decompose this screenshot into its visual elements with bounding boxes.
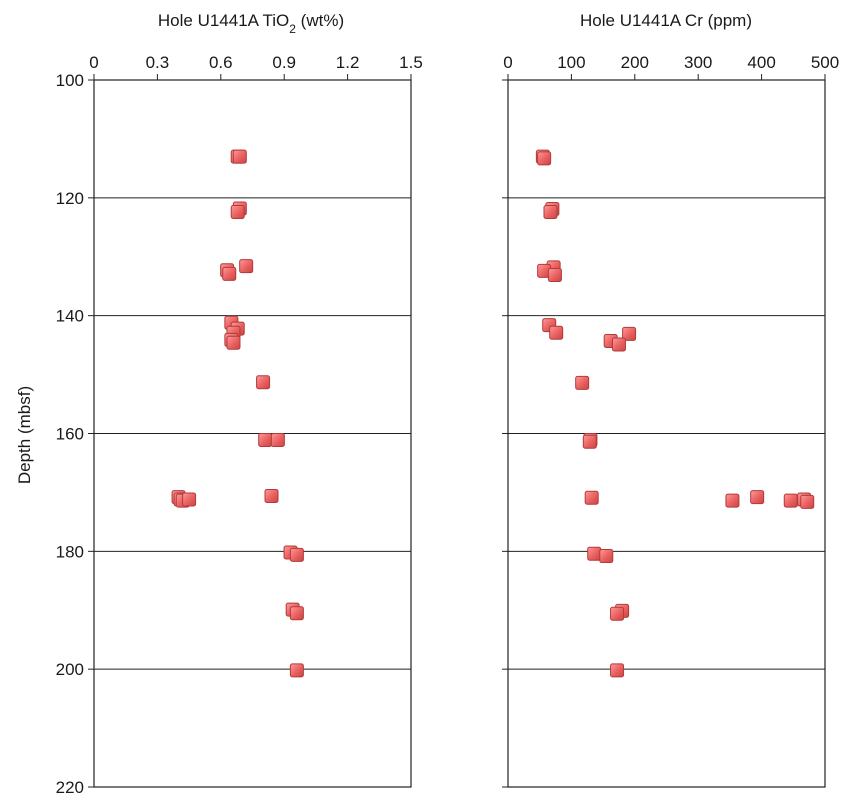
panel-cr-data-point — [610, 606, 625, 621]
panel-tio2-x-tick-label: 0.9 — [272, 53, 296, 72]
panel-tio2-y-ticks: 100 120 140 160 180 200 220 — [56, 71, 84, 797]
panel-tio2-x-tick-label: 1.5 — [399, 53, 423, 72]
panel-cr-data-point — [582, 434, 597, 449]
panel-tio2-data-point — [239, 259, 254, 274]
y-axis-label: Depth (mbsf) — [15, 386, 34, 484]
panel-cr-x-tick-label: 0 — [503, 53, 512, 72]
panel-cr-points — [535, 149, 815, 678]
panel-cr-data-point — [547, 268, 562, 283]
panel-tio2-x-ticks: 0 0.3 0.6 0.9 1.2 1.5 — [89, 53, 423, 80]
panel-cr-data-point — [575, 375, 590, 390]
panel-cr-title: Hole U1441A Cr (ppm) — [580, 11, 752, 30]
panel-cr-data-point — [622, 326, 637, 341]
panel-tio2-points — [171, 149, 304, 678]
panel-tio2-data-point — [182, 492, 197, 507]
panel-tio2-data-point — [289, 663, 304, 678]
y-tick-label: 100 — [56, 71, 84, 90]
panel-tio2-data-point — [258, 432, 273, 447]
panel-tio2-title: Hole U1441A TiO2 (wt%) — [158, 11, 344, 36]
panel-cr-x-tick-label: 100 — [557, 53, 585, 72]
panel-tio2-x-tick-label: 1.2 — [336, 53, 360, 72]
panel-tio2-grid — [88, 79, 411, 788]
panel-tio2-x-tick-label: 0.6 — [209, 53, 233, 72]
panel-cr-data-point — [725, 493, 740, 508]
panel-cr-data-point — [537, 151, 552, 166]
panel-cr-data-point — [611, 337, 626, 352]
y-tick-label: 220 — [56, 778, 84, 797]
panel-tio2-x-tick-label: 0.3 — [146, 53, 170, 72]
y-tick-label: 160 — [56, 425, 84, 444]
panel-cr-data-point — [587, 546, 602, 561]
panel-tio2-data-point — [232, 149, 247, 164]
y-tick-label: 140 — [56, 307, 84, 326]
y-tick-label: 200 — [56, 660, 84, 679]
panel-tio2-x-tick-label: 0 — [89, 53, 98, 72]
panel-tio2: Hole U1441A TiO2 (wt%) 0 0.3 0.6 0.9 1.2 1.5 … — [56, 11, 423, 797]
panel-cr-data-point — [800, 494, 815, 509]
panel-tio2-data-point — [226, 335, 241, 350]
panel-cr-data-point — [599, 549, 614, 564]
panel-cr-x-tick-label: 200 — [621, 53, 649, 72]
panel-cr-x-ticks: 0 100 200 300 400 500 — [503, 53, 839, 80]
panel-cr-data-point — [543, 204, 558, 219]
panel-tio2-data-point — [270, 432, 285, 447]
panel-cr-x-tick-label: 300 — [684, 53, 712, 72]
panel-cr-x-tick-label: 400 — [747, 53, 775, 72]
panel-cr-x-tick-label: 500 — [811, 53, 839, 72]
y-tick-label: 180 — [56, 542, 84, 561]
panel-tio2-data-point — [230, 204, 245, 219]
panel-cr-data-point — [549, 325, 564, 340]
panel-cr-data-point — [783, 493, 798, 508]
panel-cr-data-point — [610, 663, 625, 678]
panel-tio2-data-point — [289, 547, 304, 562]
y-tick-label: 120 — [56, 189, 84, 208]
panel-tio2-data-point — [289, 606, 304, 621]
panel-tio2-data-point — [264, 488, 279, 503]
panel-tio2-data-point — [222, 266, 237, 281]
panel-tio2-data-point — [256, 375, 271, 390]
panel-cr-data-point — [584, 490, 599, 505]
panel-cr: Hole U1441A Cr (ppm) 0 100 200 300 400 500 — [502, 11, 839, 788]
panel-cr-data-point — [750, 490, 765, 505]
panel-cr-grid — [502, 79, 825, 788]
